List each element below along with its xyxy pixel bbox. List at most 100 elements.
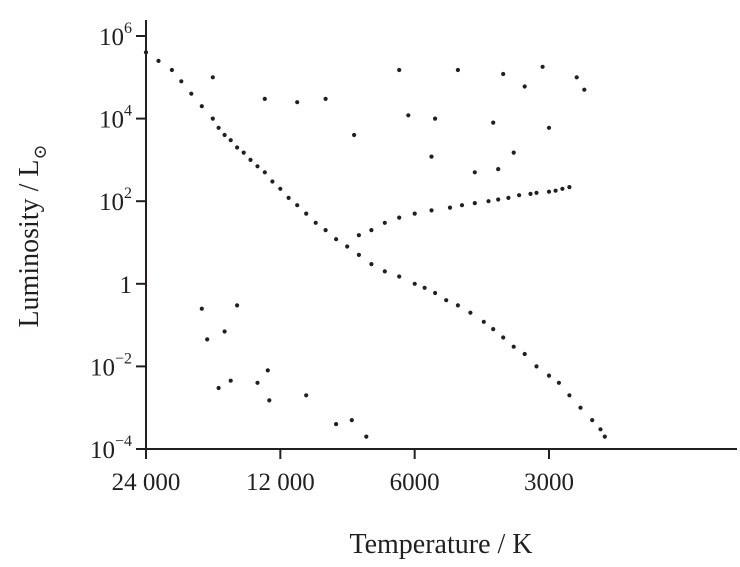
star-point-white-dwarfs — [222, 329, 227, 334]
star-point-main-sequence — [491, 327, 496, 332]
star-point-main-sequence — [199, 104, 204, 109]
star-point-main-sequence — [412, 281, 417, 286]
y-tick-label: 10−2 — [90, 350, 132, 381]
star-point-giants — [534, 190, 539, 195]
star-point-main-sequence — [433, 290, 438, 296]
star-point-main-sequence — [262, 170, 267, 175]
star-point-main-sequence — [235, 145, 240, 150]
star-point-supergiants — [574, 75, 579, 80]
star-point-supergiants — [323, 96, 328, 101]
star-point-main-sequence — [578, 405, 583, 410]
star-point-giants — [553, 188, 558, 193]
star-point-supergiants — [397, 67, 402, 73]
axes — [145, 20, 737, 450]
star-point-main-sequence — [522, 351, 527, 357]
star-point-main-sequence — [216, 125, 221, 130]
star-point-white-dwarfs — [265, 368, 270, 373]
star-point-white-dwarfs — [216, 385, 221, 391]
star-point-giants — [506, 195, 511, 200]
star-point-white-dwarfs — [267, 398, 272, 403]
star-point-main-sequence — [590, 418, 595, 423]
star-point-supergiants — [540, 64, 545, 69]
y-tick-label-base: 1 — [120, 272, 133, 299]
star-point-giants — [528, 191, 533, 196]
star-point-main-sequence — [345, 244, 350, 249]
star-point-main-sequence — [156, 58, 161, 64]
y-tick-label: 102 — [99, 185, 132, 216]
star-point-giants — [459, 203, 465, 208]
star-point-white-dwarfs — [228, 378, 233, 383]
star-point-main-sequence — [323, 228, 328, 233]
star-point-giants — [546, 189, 552, 194]
star-point-white-dwarfs — [349, 418, 354, 423]
star-point-giants — [382, 220, 387, 225]
star-point-supergiants — [210, 75, 215, 80]
star-point-supergiants — [455, 67, 460, 73]
star-point-main-sequence — [278, 186, 283, 191]
star-point-supergiants — [352, 132, 357, 138]
star-point-supergiants — [406, 113, 411, 118]
star-point-white-dwarfs — [364, 434, 369, 439]
y-tick-label-exponent: 4 — [124, 103, 132, 120]
star-point-main-sequence — [189, 91, 194, 96]
star-point-giants — [397, 215, 402, 220]
x-tick-label: 12 000 — [246, 469, 315, 496]
y-axis-title-main: Luminosity / L — [14, 160, 45, 328]
star-point-white-dwarfs — [235, 303, 240, 308]
star-point-main-sequence — [481, 319, 486, 324]
star-point-main-sequence — [422, 285, 427, 290]
star-point-main-sequence — [546, 373, 552, 378]
star-point-supergiants — [433, 116, 438, 121]
star-point-giants — [567, 185, 572, 190]
star-point-supergiants — [522, 84, 527, 89]
star-point-supergiants — [511, 150, 516, 155]
y-tick-label-base: 10 — [90, 437, 115, 464]
star-point-main-sequence — [602, 434, 607, 439]
star-point-giants — [472, 201, 477, 206]
y-tick-label-base: 10 — [99, 107, 124, 134]
star-point-giants — [412, 211, 417, 216]
data-points — [143, 50, 607, 439]
star-point-supergiants — [262, 96, 267, 101]
star-point-supergiants — [501, 71, 506, 77]
star-point-main-sequence — [511, 344, 516, 349]
star-point-main-sequence — [534, 364, 539, 369]
star-point-main-sequence — [169, 67, 174, 73]
star-point-supergiants — [496, 167, 501, 172]
y-axis-title-subscript: ⊙ — [30, 144, 50, 159]
star-point-main-sequence — [304, 211, 309, 216]
star-point-white-dwarfs — [304, 393, 309, 398]
star-point-white-dwarfs — [255, 380, 260, 385]
star-point-main-sequence — [313, 220, 318, 225]
star-point-giants — [517, 193, 522, 198]
y-tick-label-exponent: 6 — [124, 20, 132, 37]
y-axis-title: Luminosity / L⊙ — [14, 144, 50, 327]
y-tick-label: 1 — [120, 272, 133, 299]
star-point-main-sequence — [397, 274, 402, 279]
y-tick-label-exponent: −4 — [115, 433, 132, 450]
star-point-main-sequence — [179, 79, 184, 84]
y-tick-label: 106 — [99, 20, 132, 51]
star-point-white-dwarfs — [334, 422, 339, 427]
star-point-main-sequence — [222, 132, 227, 138]
star-point-supergiants — [472, 170, 477, 175]
star-point-giants — [356, 233, 361, 238]
star-point-giants — [429, 208, 434, 213]
x-tick-label: 24 000 — [112, 469, 181, 496]
y-tick-label-exponent: −2 — [115, 350, 132, 367]
star-point-supergiants — [429, 154, 434, 159]
star-point-white-dwarfs — [205, 337, 210, 342]
star-point-main-sequence — [295, 203, 300, 208]
star-point-giants — [486, 199, 491, 204]
y-tick-label-base: 10 — [99, 189, 124, 216]
star-point-supergiants — [546, 125, 552, 130]
star-point-main-sequence — [248, 157, 253, 162]
star-point-main-sequence — [286, 195, 291, 200]
star-point-main-sequence — [567, 393, 572, 398]
star-point-supergiants — [491, 120, 496, 125]
star-point-main-sequence — [356, 252, 361, 257]
y-tick-label: 104 — [99, 103, 132, 134]
star-point-supergiants — [582, 87, 587, 92]
star-point-main-sequence — [369, 262, 374, 267]
